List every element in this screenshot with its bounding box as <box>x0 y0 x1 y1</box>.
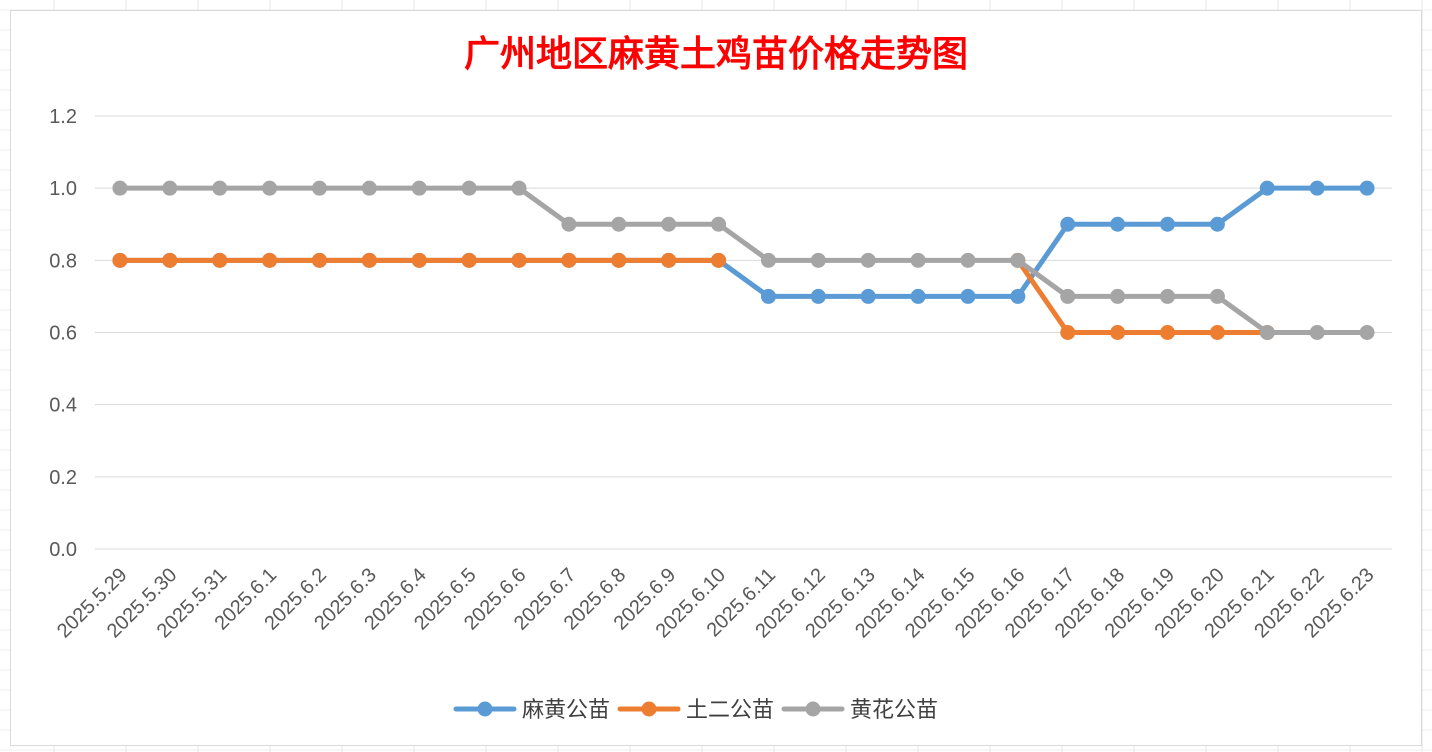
legend-item[interactable]: 黄花公苗 <box>781 698 938 723</box>
y-tick-label: 1.2 <box>49 106 77 128</box>
data-point <box>810 288 826 304</box>
legend-item[interactable]: 土二公苗 <box>617 698 774 723</box>
data-point <box>810 252 826 268</box>
data-point <box>1010 252 1026 268</box>
legend-label: 土二公苗 <box>686 698 774 723</box>
chart-frame[interactable] <box>10 10 1422 746</box>
data-point <box>311 252 327 268</box>
series-2 <box>112 180 1375 340</box>
data-point <box>461 180 477 196</box>
data-point <box>461 252 477 268</box>
data-point <box>361 180 377 196</box>
data-point <box>162 180 178 196</box>
data-point <box>212 180 228 196</box>
data-point <box>611 216 627 232</box>
data-point <box>960 252 976 268</box>
data-point <box>960 288 976 304</box>
data-point <box>511 180 527 196</box>
data-point <box>1160 325 1176 340</box>
data-point <box>910 288 926 304</box>
data-point <box>611 252 627 268</box>
data-point <box>711 216 727 232</box>
data-point <box>311 180 327 196</box>
data-point <box>112 180 128 196</box>
data-point <box>212 252 228 268</box>
data-point <box>1209 325 1225 340</box>
data-point <box>661 216 677 232</box>
data-point <box>1359 325 1375 340</box>
data-point <box>1110 288 1126 304</box>
data-point <box>1160 216 1176 232</box>
data-point <box>1259 180 1275 196</box>
data-point <box>1010 288 1026 304</box>
series-lines <box>112 180 1375 340</box>
legend-label: 麻黄公苗 <box>522 698 610 723</box>
y-tick-label: 0.8 <box>49 250 77 272</box>
legend-item[interactable]: 麻黄公苗 <box>453 698 610 723</box>
data-point <box>511 252 527 268</box>
data-point <box>760 288 776 304</box>
y-tick-label: 0.6 <box>49 323 77 345</box>
data-point <box>910 252 926 268</box>
data-point <box>1259 325 1275 340</box>
x-axis-ticks: 2025.5.292025.5.302025.5.312025.6.12025.… <box>53 564 1379 642</box>
y-tick-label: 1.0 <box>49 178 77 200</box>
data-point <box>561 252 577 268</box>
data-point <box>1209 216 1225 232</box>
y-tick-label: 0.0 <box>49 539 77 561</box>
data-point <box>1110 325 1126 340</box>
y-tick-label: 0.2 <box>49 467 77 489</box>
data-point <box>1209 288 1225 304</box>
legend-swatch-marker <box>805 701 821 717</box>
data-point <box>1060 288 1076 304</box>
y-axis-ticks: 0.0 0.2 0.4 0.6 0.8 1.0 1.2 <box>49 106 77 561</box>
legend-swatch-marker <box>641 701 657 717</box>
y-tick-label: 0.4 <box>49 395 77 417</box>
data-point <box>760 252 776 268</box>
data-point <box>1309 180 1325 196</box>
legend-swatch-marker <box>477 701 493 717</box>
data-point <box>561 216 577 232</box>
data-point <box>411 180 427 196</box>
data-point <box>860 252 876 268</box>
data-point <box>162 252 178 268</box>
chart-title: 广州地区麻黄土鸡苗价格走势图 <box>464 33 968 75</box>
series-line <box>117 185 1370 335</box>
legend-label: 黄花公苗 <box>850 698 938 723</box>
data-point <box>1110 216 1126 232</box>
data-point <box>262 252 278 268</box>
data-point <box>1359 180 1375 196</box>
data-point <box>711 252 727 268</box>
data-point <box>1060 216 1076 232</box>
data-point <box>661 252 677 268</box>
data-point <box>361 252 377 268</box>
data-point <box>411 252 427 268</box>
data-point <box>1309 325 1325 340</box>
data-point <box>112 252 128 268</box>
data-point <box>262 180 278 196</box>
data-point <box>1160 288 1176 304</box>
legend[interactable]: 麻黄公苗 土二公苗 黄花公苗 <box>453 698 938 723</box>
data-point <box>1060 325 1076 340</box>
data-point <box>860 288 876 304</box>
